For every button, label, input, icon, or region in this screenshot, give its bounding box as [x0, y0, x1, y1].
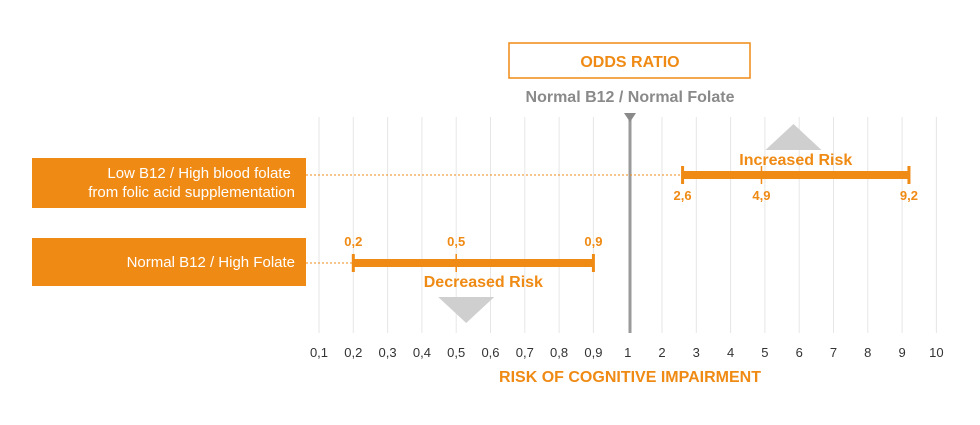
x-tick-label: 4	[727, 345, 734, 360]
row-label-box-increased	[32, 158, 306, 208]
interval-bar-decreased	[351, 254, 595, 272]
x-tick-label: 0,5	[447, 345, 465, 360]
x-tick-label: 10	[929, 345, 943, 360]
x-tick-label: 6	[796, 345, 803, 360]
value-label-increased-estimate: 4,9	[752, 188, 770, 203]
interval-cap	[591, 254, 595, 272]
increased-risk-annotation: Increased Risk	[739, 152, 852, 169]
estimate-tick	[455, 254, 457, 272]
x-tick-label: 0,2	[344, 345, 362, 360]
x-tick-label: 9	[898, 345, 905, 360]
interval-bar-body	[682, 171, 909, 179]
decreased-risk-arrow-icon	[438, 297, 495, 323]
increased-risk-arrow-icon	[765, 124, 822, 150]
chart-title: ODDS RATIO	[580, 54, 679, 71]
interval-cap	[351, 254, 355, 272]
x-tick-label: 7	[830, 345, 837, 360]
x-tick-label: 0,4	[413, 345, 431, 360]
interval-bar-increased	[681, 166, 911, 184]
value-label-decreased-low: 0,2	[344, 234, 362, 249]
x-tick-label: 0,6	[481, 345, 499, 360]
title-box	[508, 42, 751, 79]
interval-bar-body	[353, 259, 594, 267]
row-label-box-decreased	[32, 238, 306, 286]
x-tick-label: 1	[624, 345, 631, 360]
x-tick-label: 5	[761, 345, 768, 360]
value-label-increased-low: 2,6	[674, 188, 692, 203]
x-tick-label: 2	[658, 345, 665, 360]
x-tick-label: 0,7	[516, 345, 534, 360]
x-tick-label: 0,3	[379, 345, 397, 360]
row-label-increased: Low B12 / High blood folate from folic a…	[88, 165, 295, 201]
x-tick-label: 0,8	[550, 345, 568, 360]
x-axis-ticks: 0,1 0,2 0,3 0,4 0,5 0,6 0,7 0,8 0,9 1 2 3 4 5 6 7 8 9 10	[310, 345, 944, 360]
x-axis-title: RISK OF COGNITIVE IMPAIRMENT	[499, 369, 761, 386]
x-tick-label: 0,1	[310, 345, 328, 360]
x-tick-label: 3	[693, 345, 700, 360]
estimate-tick	[760, 166, 763, 184]
grid-lines	[318, 117, 937, 333]
x-tick-label: 8	[864, 345, 871, 360]
interval-cap	[681, 166, 685, 184]
value-label-decreased-high: 0,9	[584, 234, 602, 249]
value-label-decreased-estimate: 0,5	[447, 234, 465, 249]
x-tick-label: 0,9	[584, 345, 602, 360]
row-label-decreased: Normal B12 / High Folate	[127, 254, 295, 271]
decreased-risk-annotation: Decreased Risk	[424, 274, 543, 291]
value-label-increased-high: 9,2	[900, 188, 918, 203]
reference-marker-icon	[624, 113, 636, 122]
interval-cap	[907, 166, 911, 184]
reference-label: Normal B12 / Normal Folate	[526, 89, 735, 106]
row-label-increased-line-2: from folic acid supplementation	[88, 184, 295, 201]
row-label-increased-line-1: Low B12 / High blood folate	[107, 165, 290, 182]
